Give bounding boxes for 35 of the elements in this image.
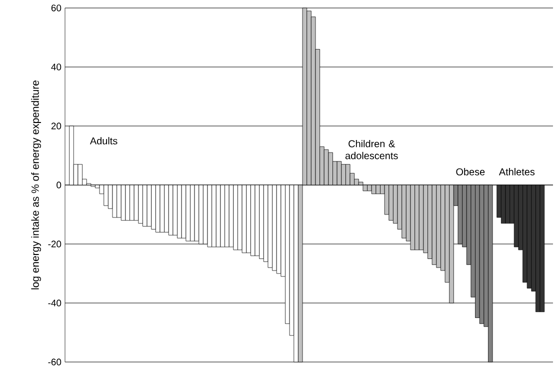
bar [336,161,342,186]
y-tick-label: -20 [48,240,62,248]
bar [242,184,247,254]
bar [436,184,441,268]
bar [138,184,143,224]
series-label: Obese [456,168,485,176]
bar [362,184,368,192]
y-tick-label: 20 [51,122,62,130]
bar [254,184,260,256]
y-tick-label: -40 [48,300,62,306]
y-axis-title: log energy intake as % of energy expenditure [31,80,41,290]
bar [160,184,165,232]
bar [410,184,416,250]
bar [186,184,190,242]
y-tick-label: -60 [48,358,62,366]
bar [458,184,463,244]
bar [268,184,272,268]
series-label: Children & adolescents [345,140,398,160]
y-tick-label: 60 [51,4,62,12]
bar [220,184,225,248]
bar [146,184,152,226]
bar [388,184,394,221]
bar [376,184,380,194]
bar [125,184,130,221]
bar [207,184,212,248]
bar [328,152,333,186]
y-tick-label: 0 [56,182,62,188]
series-label: Adults [90,137,118,144]
bar [505,184,510,224]
bar [112,184,118,218]
bar [233,184,238,250]
series-label: Athletes [498,168,535,176]
bar [194,184,200,242]
y-tick-label: 40 [51,64,62,70]
bar [172,184,178,236]
